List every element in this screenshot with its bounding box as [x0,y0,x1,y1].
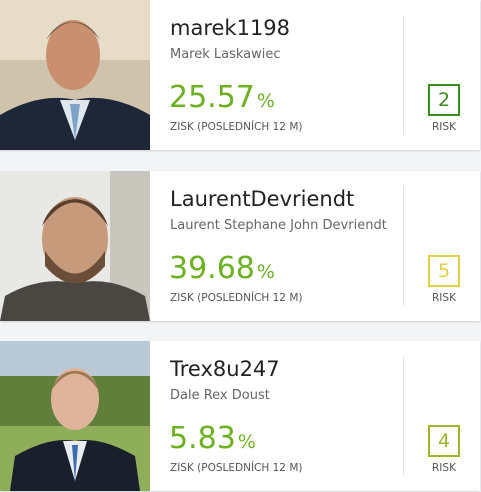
return-label: ZISK (POSLEDNÍCH 12 M) [170,121,303,133]
username: marek1198 [170,16,291,40]
risk-score: 5 [428,254,460,287]
return-value: 25.57 [169,80,255,115]
avatar [0,341,150,491]
full-name: Marek Laskawiec [170,47,281,62]
avatar [0,0,150,150]
return: 25.57% [169,80,275,115]
return: 5.83% [169,421,256,456]
risk-label: RISK [432,462,456,474]
risk-score: 4 [428,425,460,457]
risk-label: RISK [432,121,456,133]
full-name: Dale Rex Doust [170,388,270,403]
divider [403,356,404,476]
investor-card[interactable]: marek1198 Marek Laskawiec 25.57% ZISK (POSL… [0,0,480,150]
divider [403,185,404,306]
risk-label: RISK [432,291,456,304]
avatar [0,170,150,321]
return-value: 39.68 [169,250,255,286]
return-unit: % [256,260,275,283]
return-label: ZISK (POSLEDNÍCH 12 M) [170,291,303,304]
username: Trex8u247 [170,357,280,381]
return-unit: % [237,431,256,453]
return-unit: % [256,90,275,112]
return: 39.68% [169,251,275,286]
username: LaurentDevriendt [170,186,355,211]
investor-card[interactable]: Trex8u247 Dale Rex Doust 5.83% ZISK (POSLED… [0,341,480,491]
divider [403,15,404,135]
return-value: 5.83 [169,421,236,456]
full-name: Laurent Stephane John Devriendt [170,217,387,233]
return-label: ZISK (POSLEDNÍCH 12 M) [170,462,303,474]
investor-card[interactable]: LaurentDevriendt Laurent Stephane John De… [0,170,480,321]
risk-score: 2 [428,84,460,116]
